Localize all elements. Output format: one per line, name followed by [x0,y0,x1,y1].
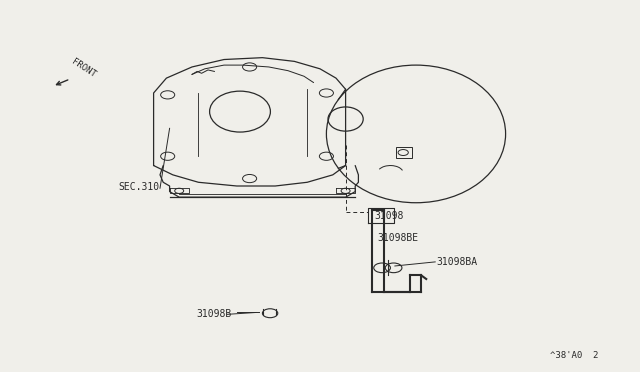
Text: 31098BA: 31098BA [436,257,477,267]
Text: FRONT: FRONT [70,57,98,80]
Text: 31098: 31098 [374,211,404,221]
Text: SEC.310: SEC.310 [118,182,159,192]
Text: ^38'A0  2: ^38'A0 2 [550,351,599,360]
Text: 31098B: 31098B [196,309,232,319]
Text: 31098BE: 31098BE [378,233,419,243]
